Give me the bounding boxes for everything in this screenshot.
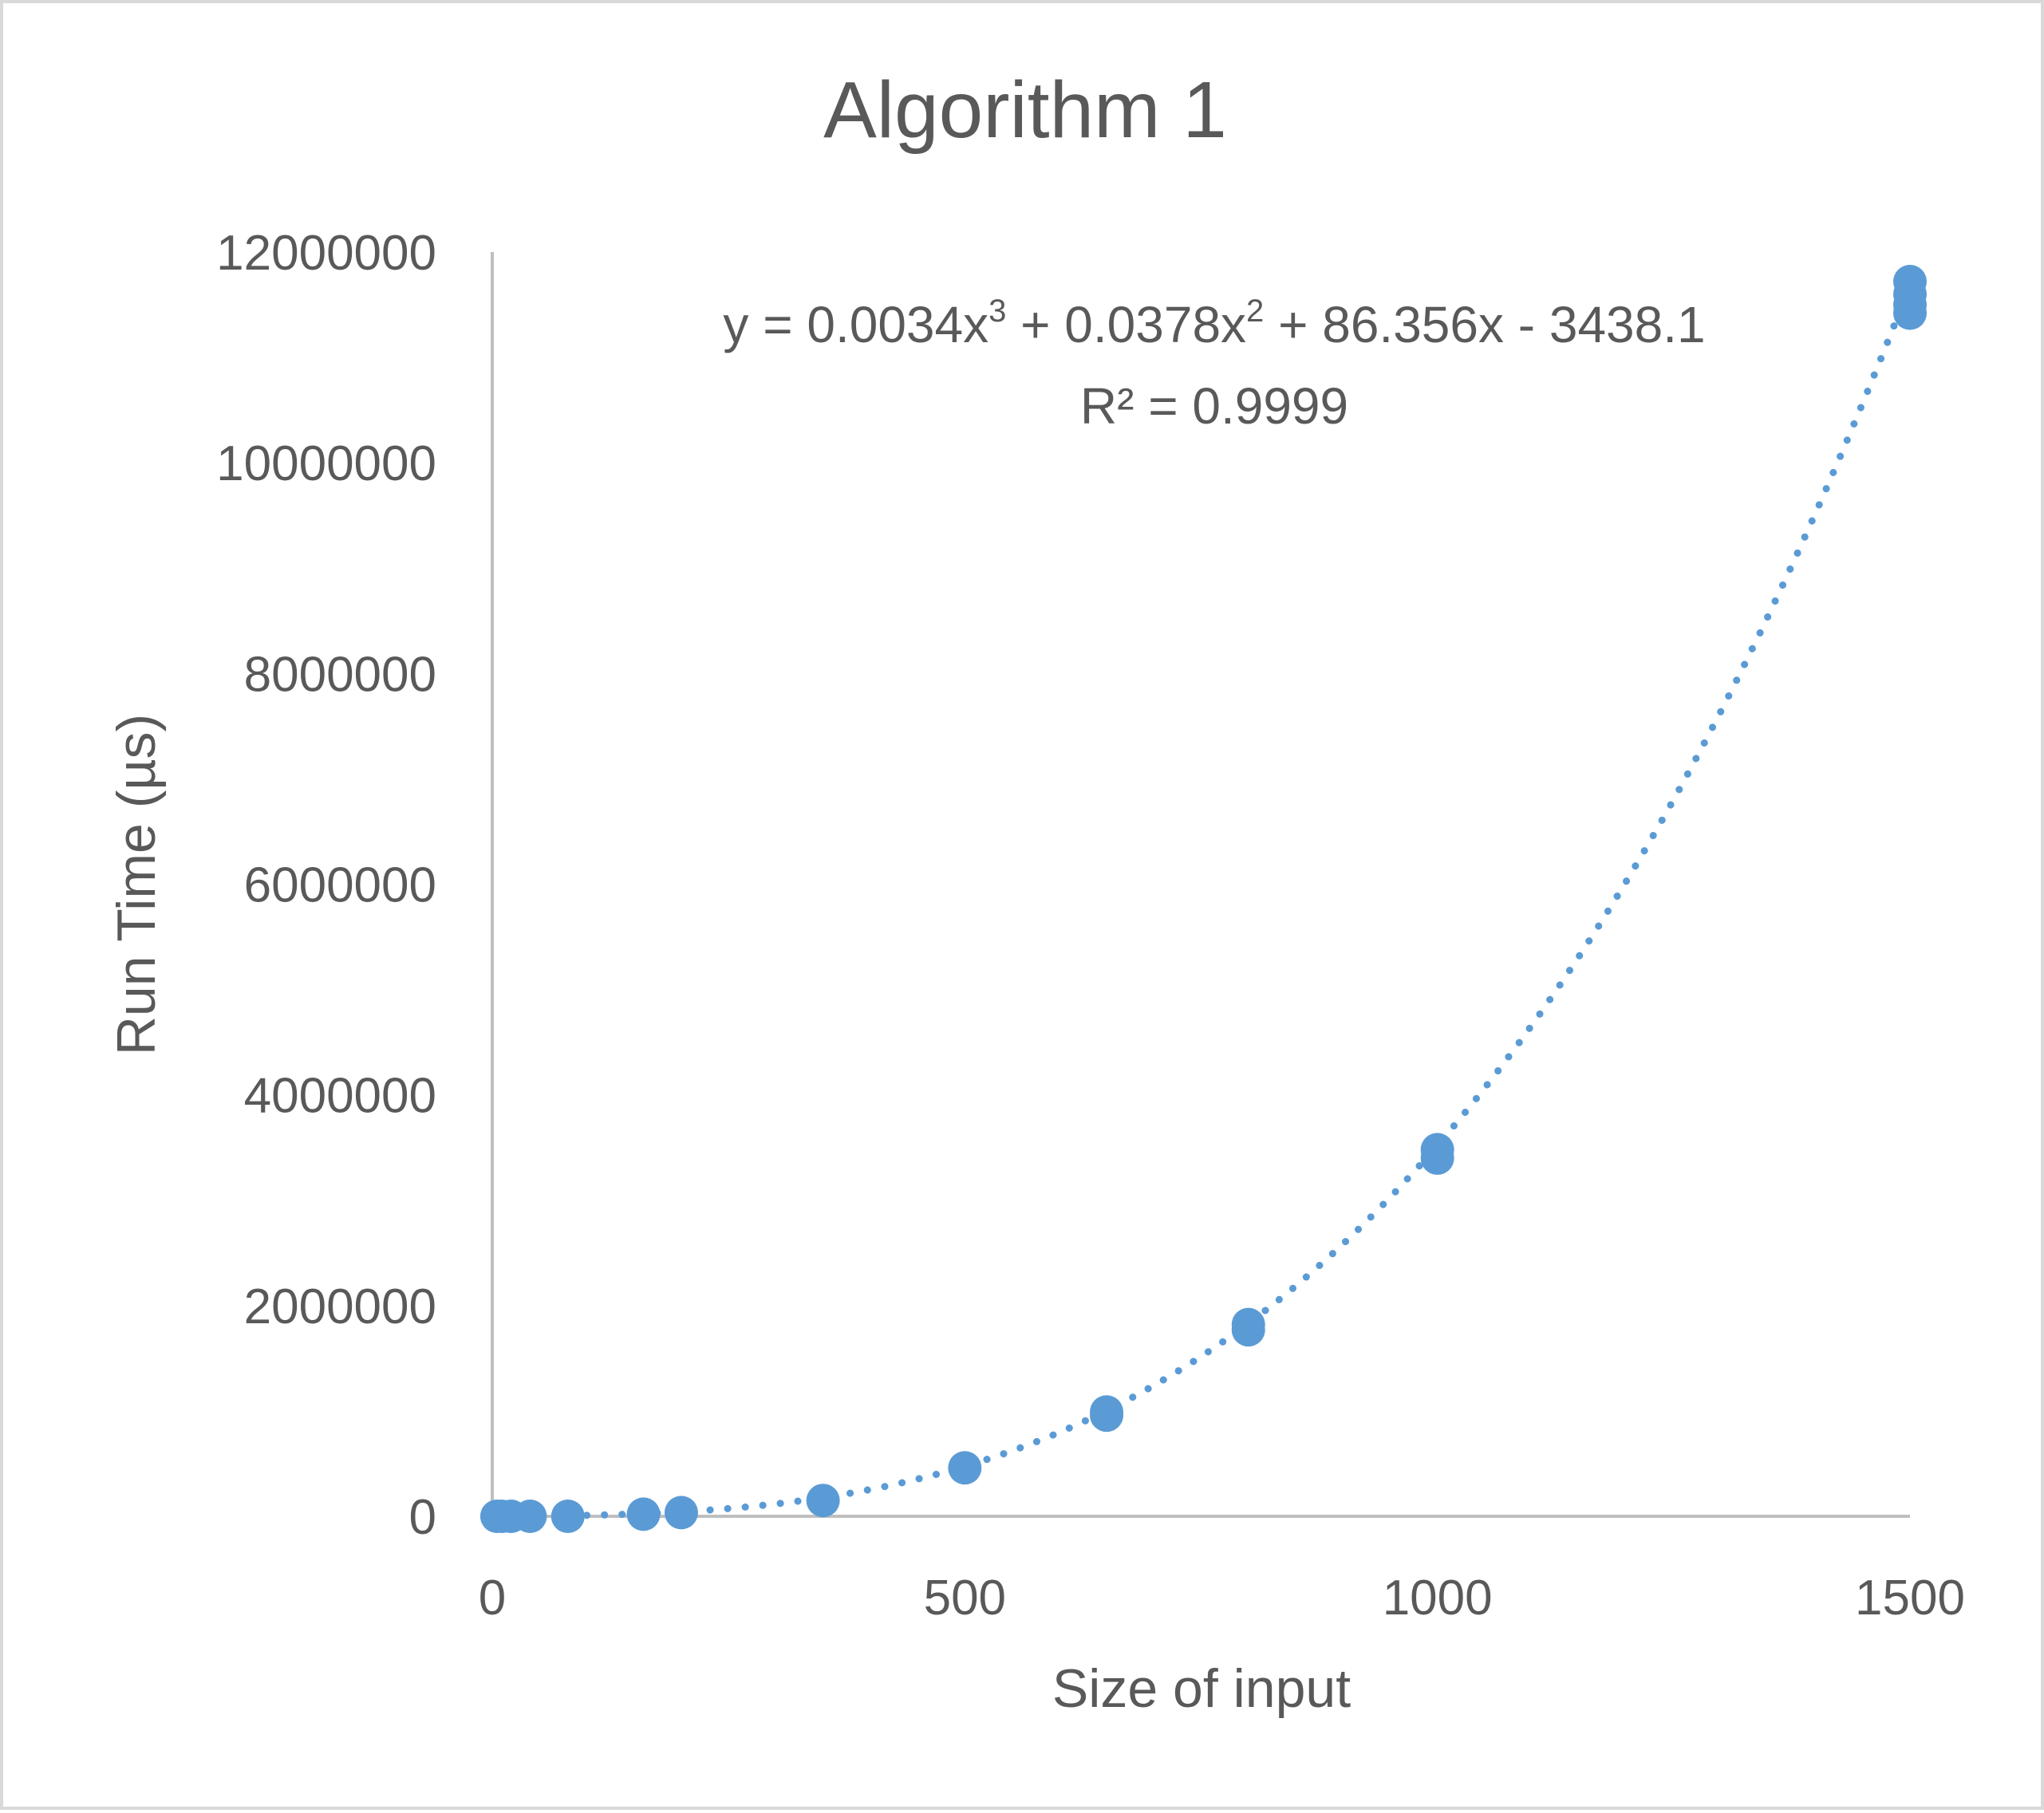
data-point [948, 1451, 982, 1485]
data-point [1420, 1141, 1454, 1175]
axes [491, 252, 1910, 1518]
y-tick-label: 8000000 [244, 647, 436, 702]
x-tick-label: 1500 [1855, 1571, 1965, 1626]
y-tick-labels: 0 2000000 4000000 6000000 8000000 10000000 120… [216, 226, 436, 1545]
chart-svg: Algorithm 1 0 2000000 4000000 6000000 800000… [106, 65, 1965, 1719]
data-point [513, 1500, 547, 1533]
y-axis-title: Run Time (µs) [106, 714, 167, 1055]
data-point [1893, 296, 1927, 330]
y-tick-label: 12000000 [216, 226, 436, 281]
data-point [806, 1484, 840, 1518]
chart-title: Algorithm 1 [823, 65, 1227, 155]
x-axis-title: Size of input [1052, 1658, 1351, 1719]
trendline-equation: y = 0.0034x3 + 0.0378x2 + 86.356x - 3438… [723, 294, 1705, 353]
equation-suffix: + 86.356x - 3438.1 [1264, 296, 1705, 353]
x-tick-label: 500 [924, 1571, 1006, 1626]
y-tick-label: 0 [409, 1490, 436, 1545]
x-tick-label: 0 [479, 1571, 506, 1626]
equation-prefix: y = 0.0034x [723, 296, 988, 353]
x-tick-label: 1000 [1383, 1571, 1493, 1626]
equation-exponent-2: 2 [1246, 294, 1264, 329]
trendline-r-squared: R² = 0.9999 [1080, 377, 1348, 435]
data-point [626, 1497, 661, 1531]
y-tick-label: 2000000 [244, 1279, 436, 1334]
equation-middle: + 0.0378x [1006, 296, 1246, 353]
data-point [1231, 1313, 1265, 1347]
data-point [550, 1500, 585, 1533]
data-points [479, 264, 1927, 1533]
y-tick-label: 6000000 [244, 858, 436, 913]
y-tick-label: 4000000 [244, 1069, 436, 1124]
data-point [664, 1496, 698, 1530]
data-point [1090, 1398, 1124, 1433]
x-tick-labels: 0 500 1000 1500 [479, 1571, 1965, 1626]
equation-exponent-3: 3 [988, 294, 1006, 329]
y-tick-label: 10000000 [216, 436, 436, 491]
